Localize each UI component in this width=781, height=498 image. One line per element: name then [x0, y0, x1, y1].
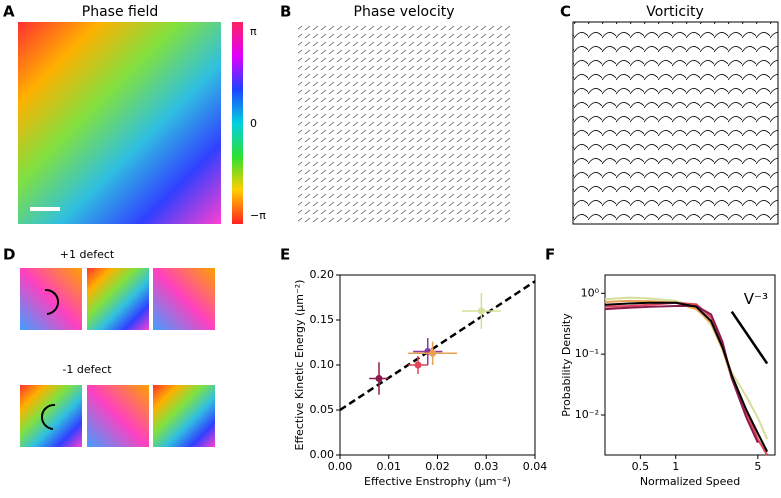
- panel-title: Phase field: [82, 4, 158, 20]
- colorbar-label: 0: [250, 117, 257, 130]
- velocity-field-image: [298, 22, 510, 224]
- y-tick-label: 0.15: [310, 313, 335, 326]
- y-tick-label: 10⁻¹: [575, 347, 599, 360]
- series-line: [604, 301, 768, 456]
- y-axis-label: Effective Kinetic Energy (μm⁻²): [293, 280, 306, 451]
- rotation-arrow: [44, 288, 59, 315]
- x-tick-label: 0.5: [632, 460, 650, 473]
- x-tick-label: 5: [754, 460, 761, 473]
- series-line: [604, 299, 769, 453]
- defect-tile: [20, 385, 82, 447]
- panel-letter: A: [3, 3, 15, 21]
- panel-title: Phase velocity: [354, 4, 455, 20]
- y-tick-label: 0.05: [310, 403, 335, 416]
- panel-title: Vorticity: [646, 4, 704, 20]
- point: [429, 349, 437, 357]
- plot-frame: [339, 274, 536, 456]
- defect-tile: [20, 268, 82, 330]
- x-tick-label: 0.00: [328, 460, 353, 473]
- x-tick-label: 0.02: [425, 460, 450, 473]
- defect-tile: [153, 268, 215, 330]
- panel-letter: B: [280, 3, 291, 21]
- series-line: [604, 301, 769, 453]
- defect-label: +1 defect: [60, 248, 115, 261]
- phase-field-image: [18, 22, 221, 224]
- x-axis-label: Normalized Speed: [640, 475, 740, 488]
- x-tick-label: 0.01: [377, 460, 402, 473]
- panel-letter: F: [545, 246, 555, 264]
- point: [375, 375, 383, 382]
- x-tick-label: 0.03: [474, 460, 499, 473]
- series-line: [604, 296, 769, 440]
- x-tick-label: 1: [672, 460, 679, 473]
- point: [477, 307, 485, 315]
- colorbar: [232, 22, 243, 224]
- x-axis-label: Effective Enstrophy (μm⁻⁴): [364, 475, 511, 488]
- y-tick-label: 0.20: [310, 268, 335, 281]
- colorbar-label: π: [250, 25, 257, 38]
- vorticity-image: [572, 21, 779, 225]
- point: [414, 361, 422, 369]
- defect-tile: [87, 385, 149, 447]
- plot-frame: [604, 274, 776, 456]
- y-tick-label: 0.10: [310, 358, 335, 371]
- defect-label: -1 defect: [62, 363, 112, 376]
- scale-bar: [30, 207, 60, 211]
- defect-tile: [153, 385, 215, 447]
- y-tick-label: 10⁻²: [575, 408, 599, 421]
- panel-letter: C: [560, 3, 571, 21]
- panel-letter: E: [280, 246, 290, 264]
- x-tick-label: 0.04: [523, 460, 548, 473]
- colorbar-label: −π: [250, 209, 266, 222]
- annotation: V⁻³: [744, 290, 768, 308]
- series-line: [604, 304, 759, 444]
- y-tick-label: 10⁰: [581, 286, 600, 299]
- defect-tile: [87, 268, 149, 330]
- y-tick-label: 0.00: [310, 448, 335, 461]
- y-axis-label: Probability Density: [560, 313, 573, 417]
- fit-line: [339, 280, 536, 412]
- rotation-arrow: [41, 403, 56, 430]
- panel-letter: D: [3, 246, 15, 264]
- slope-line: [730, 310, 769, 365]
